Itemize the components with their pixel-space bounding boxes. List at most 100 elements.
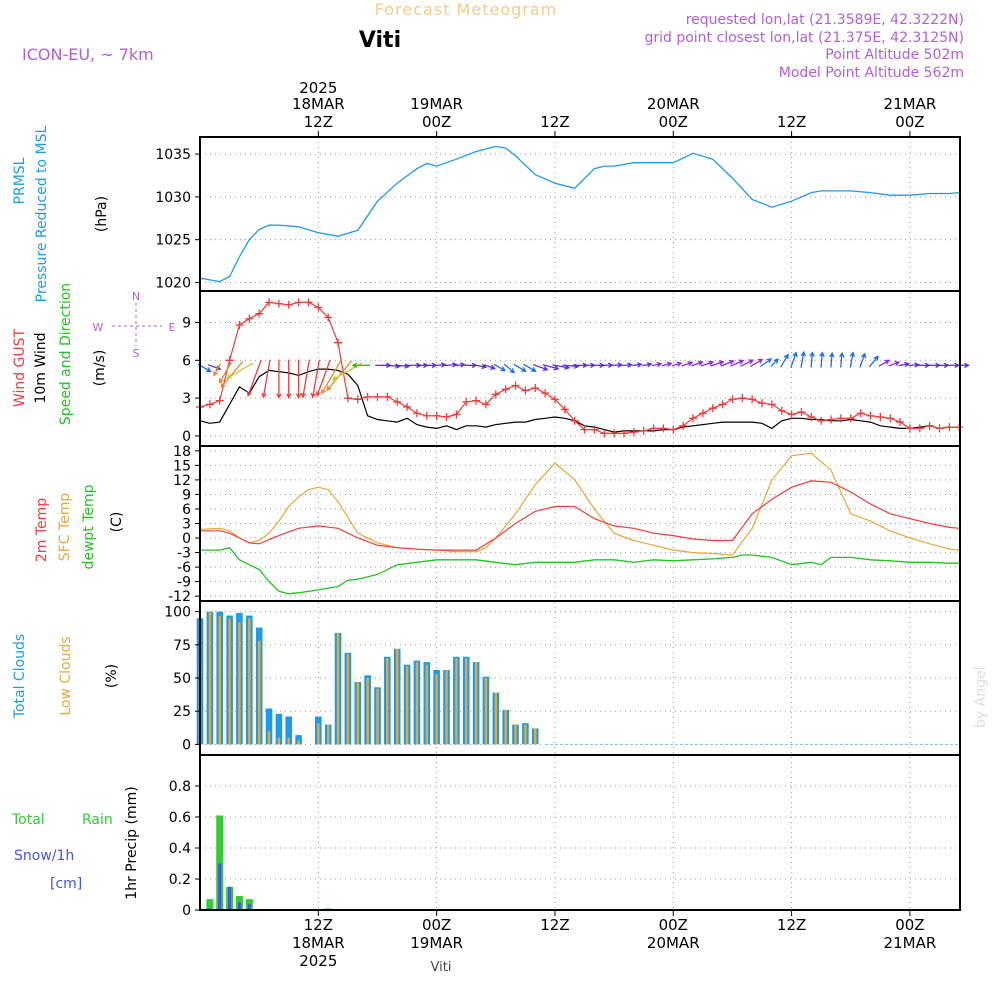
pressure-line [199, 145, 960, 283]
wind-compass: N S W E [93, 290, 176, 360]
temp-tick-label: 6 [182, 502, 191, 518]
precip-tick-label: 0.6 [169, 810, 191, 826]
wind-arrow-head [315, 391, 321, 397]
wind-arrow [302, 359, 311, 398]
pressure-tick-label: 1020 [155, 275, 191, 291]
wind-arrow-head [728, 359, 735, 365]
wind-arrow-head [617, 362, 624, 368]
wind-arrow [750, 358, 763, 367]
wind-arrow-head [829, 351, 835, 358]
wind-arrow [312, 359, 320, 398]
gust-marker [836, 414, 845, 423]
gust-marker [708, 404, 717, 413]
precip-total-bar [216, 815, 224, 910]
wind-arrow [868, 355, 879, 368]
data-layer [196, 145, 970, 911]
top-time-label: 00Z [659, 113, 688, 131]
temp-tick-label: -9 [177, 575, 191, 591]
wind-arrow-head [295, 393, 302, 399]
low-cloud-bar [376, 688, 379, 745]
wind-arrow [552, 364, 569, 369]
top-time-label: 20MAR [647, 95, 700, 113]
wind-arrow-head [321, 388, 327, 395]
gust-marker [373, 392, 382, 401]
gust-marker [314, 303, 323, 312]
wind-arrow-head [914, 362, 920, 368]
wind-arrow [612, 364, 622, 367]
gust-marker [866, 411, 875, 420]
gust-marker [698, 409, 707, 418]
low-cloud-bar [258, 640, 261, 745]
temp-tick-label: 9 [182, 487, 191, 503]
gust-marker [787, 410, 796, 419]
wind-arrow [385, 364, 400, 368]
bottom-time-label: 20MAR [647, 934, 700, 952]
gust-marker [619, 429, 628, 438]
low-cloud-bar [336, 632, 340, 745]
gust-marker [610, 429, 619, 438]
gust-marker [580, 425, 589, 434]
gust-marker [945, 423, 954, 432]
wind-arrow [908, 363, 919, 367]
low-cloud-bar [484, 678, 488, 745]
gust-marker [797, 407, 806, 416]
gust-marker [570, 416, 579, 425]
model-label: ICON-EU, ~ 7km [22, 45, 154, 64]
wind-arrow-head [708, 360, 715, 366]
wind-arrow [810, 352, 814, 368]
precip-unit: 1hr Precip (mm) [124, 786, 140, 899]
gust-marker [481, 400, 490, 409]
wind-arrow-head [873, 355, 879, 361]
axis-layer: 10201025103010350369-12-9-6-303691215180… [155, 79, 936, 970]
wind-arrow-head [757, 358, 764, 364]
gust-marker [827, 415, 836, 424]
gust-marker [334, 338, 343, 347]
point-altitude: Point Altitude 502m [825, 47, 964, 63]
wind-tick-label: 6 [182, 353, 191, 369]
wind-arrow [859, 353, 866, 368]
gust-marker [472, 396, 481, 405]
clouds-tick-label: 100 [164, 605, 191, 621]
wind-arrow [321, 360, 342, 394]
gust-marker [491, 390, 500, 399]
location-title: Viti [359, 28, 401, 53]
wind-arrow-head [964, 362, 970, 369]
bottom-time-label: 00Z [422, 916, 451, 934]
wind-arrow [395, 364, 409, 368]
gust-marker [235, 321, 244, 330]
gust-marker [639, 426, 648, 435]
low-cloud-bar [504, 709, 507, 745]
wind-arrow [661, 362, 672, 367]
precip-snow-bar [218, 863, 222, 910]
wind-arrow [878, 359, 890, 367]
low-cloud-bar [208, 611, 212, 745]
gust-marker [738, 394, 747, 403]
bottom-time-label: 12Z [777, 916, 806, 934]
gust-marker [403, 402, 412, 411]
low-cloud-bar [297, 740, 300, 745]
wind-arrow [652, 363, 662, 367]
low-cloud-bar [317, 723, 320, 745]
temp-unit: (C) [109, 512, 125, 533]
wind-arrow-head [783, 353, 789, 360]
wind-arrow [671, 362, 682, 367]
wind-arrow-head [607, 362, 614, 368]
gust-marker [886, 414, 895, 423]
requested-coords: requested lon,lat (21.3589E, 42.3222N) [686, 12, 964, 28]
wind-arrow [730, 360, 744, 367]
gust-marker [215, 396, 224, 405]
wind-arrow [898, 363, 909, 367]
wind-arrow [710, 360, 724, 367]
compass-east: E [169, 321, 176, 334]
gust-marker [728, 395, 737, 404]
low-cloud-bar [405, 666, 409, 745]
precip-tick-label: 0.2 [169, 872, 191, 888]
gust-marker [225, 356, 234, 365]
low-cloud-bar [327, 724, 330, 745]
pressure-label-1: PRMSL [12, 157, 28, 204]
wind-arrow-head [310, 392, 317, 399]
wind-arrow-head [687, 361, 694, 367]
low-cloud-bar [386, 658, 389, 745]
wind-arrow-head [451, 362, 458, 368]
wind-arrow-head [904, 361, 910, 368]
